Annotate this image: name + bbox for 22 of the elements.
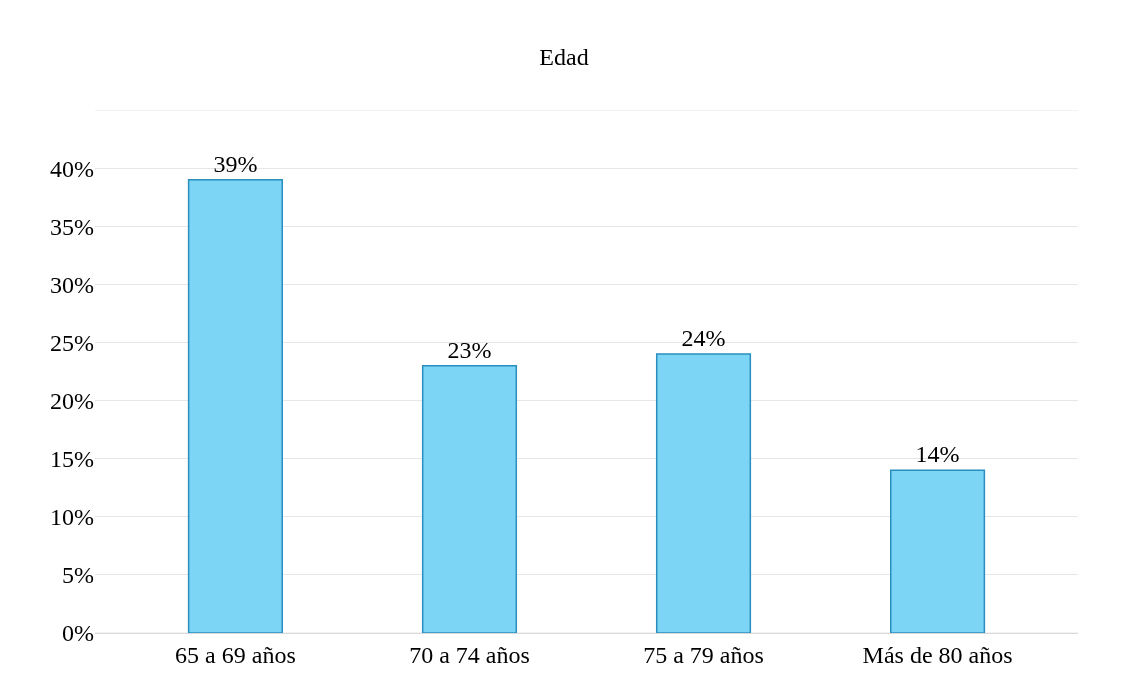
- y-tick-label: 5%: [62, 562, 94, 589]
- x-tick-label: Más de 80 años: [862, 641, 1013, 668]
- data-label: 39%: [213, 150, 258, 177]
- y-tick-label: 10%: [50, 504, 94, 531]
- y-tick-label: 30%: [50, 271, 94, 298]
- bar: [655, 353, 752, 633]
- y-tick-label: 40%: [50, 155, 94, 182]
- x-tick-label: 70 a 74 años: [409, 641, 530, 668]
- chart-title: Edad: [539, 44, 589, 71]
- data-label: 23%: [447, 336, 492, 363]
- data-label: 14%: [915, 441, 960, 468]
- y-tick-label: 15%: [50, 446, 94, 473]
- bar: [421, 364, 518, 633]
- y-tick-label: 25%: [50, 329, 94, 356]
- bar: [890, 469, 986, 633]
- y-tick-label: 0%: [62, 620, 94, 647]
- y-tick-label: 20%: [50, 387, 94, 414]
- data-label: 24%: [681, 325, 726, 352]
- bar: [187, 178, 283, 633]
- y-tick-label: 35%: [50, 213, 94, 240]
- x-tick-label: 75 a 79 años: [643, 641, 764, 668]
- x-tick-label: 65 a 69 años: [175, 641, 296, 668]
